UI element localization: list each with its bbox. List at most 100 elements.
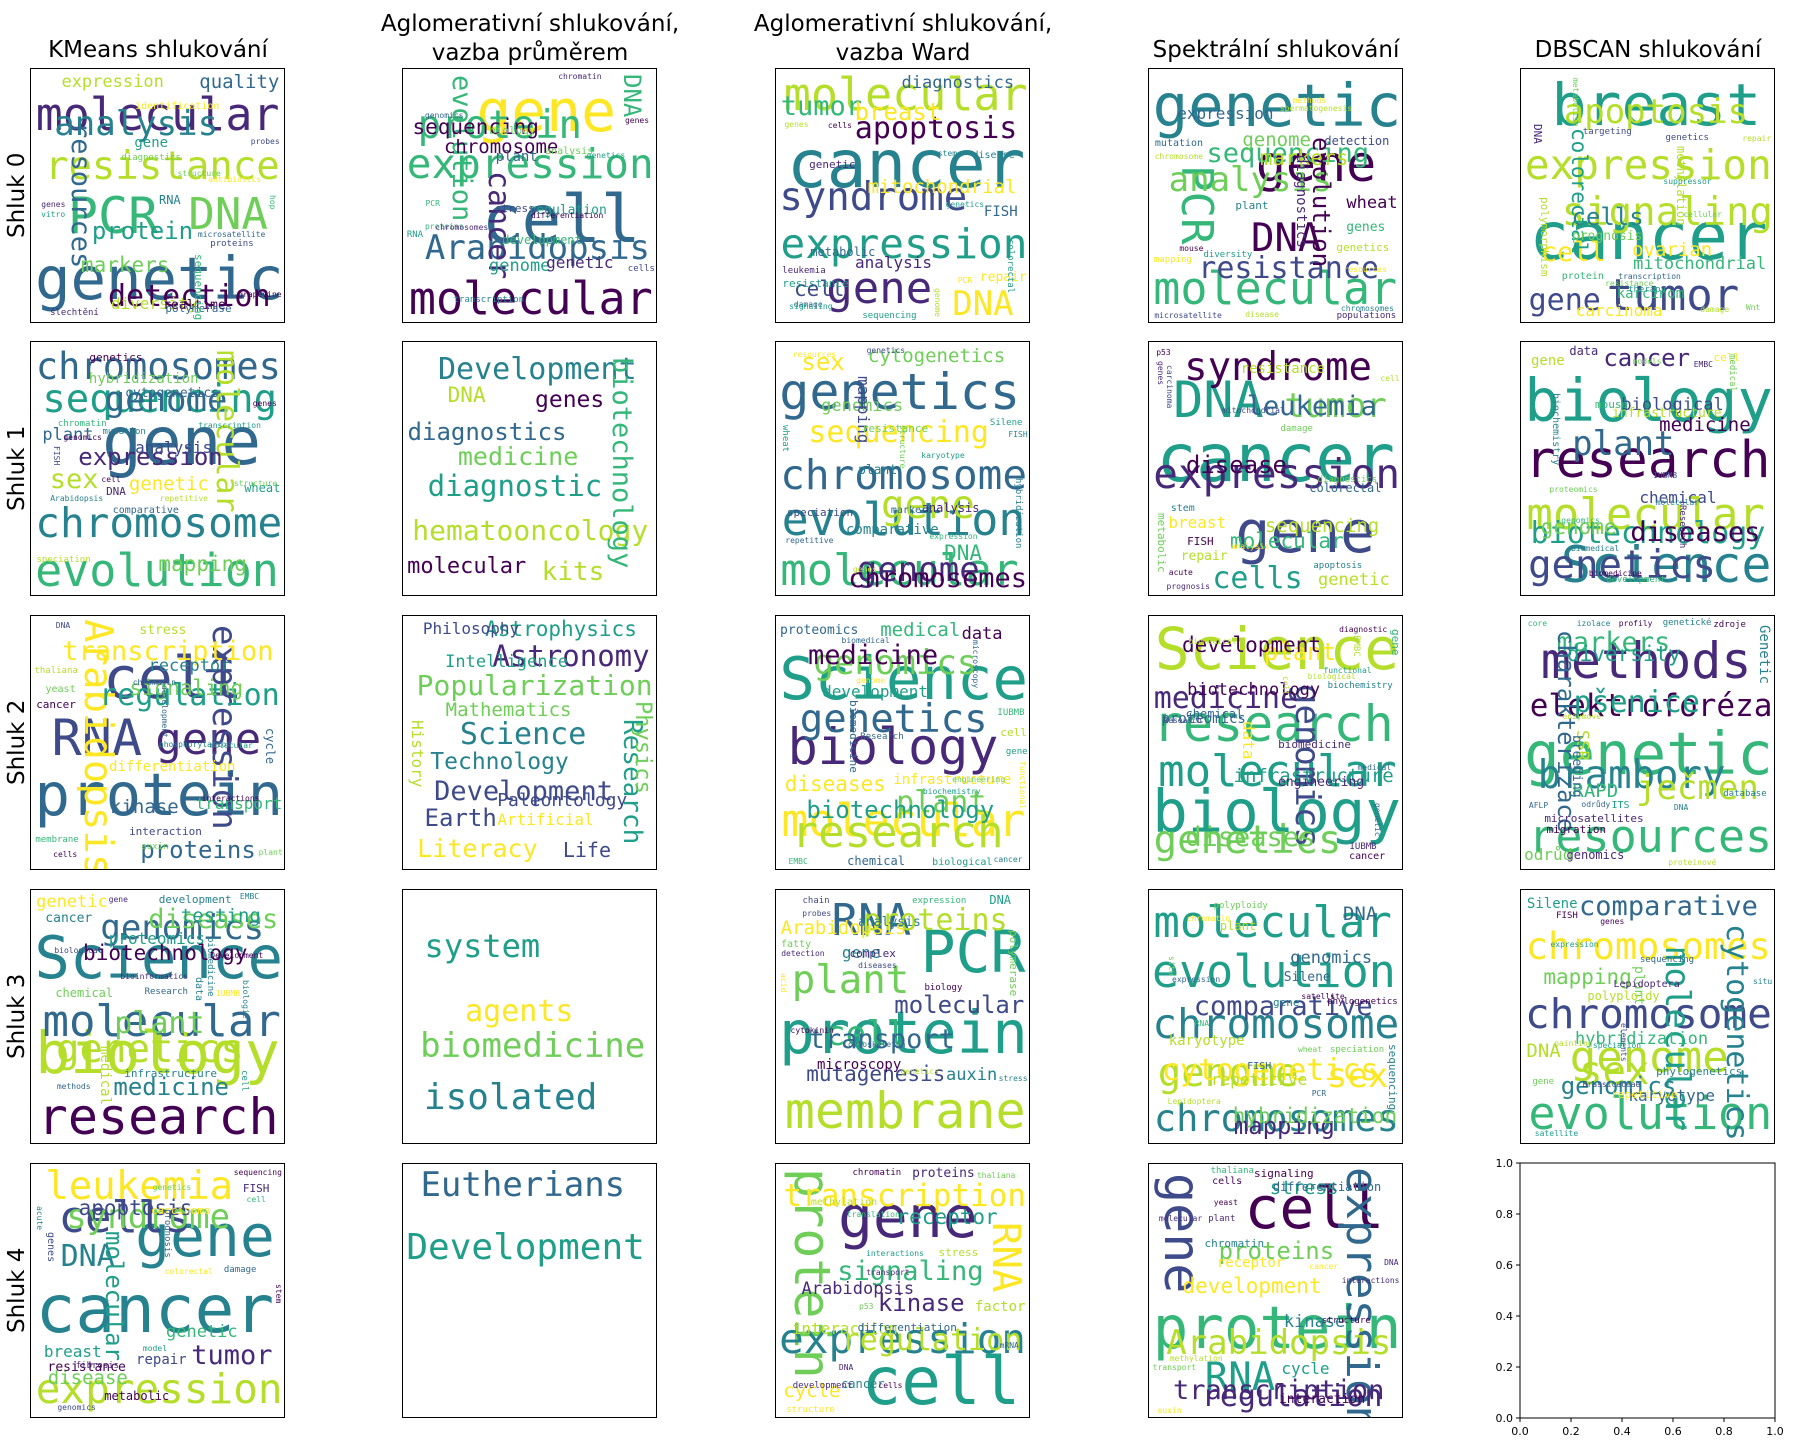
cloud-word: wheat: [779, 424, 790, 452]
cloud-word: FISH: [1247, 1060, 1272, 1072]
cloud-word: database: [1723, 788, 1767, 799]
cloud-word: interactions: [201, 794, 260, 803]
cloud-word: genes: [1600, 916, 1625, 926]
cloud-word: testing: [180, 905, 261, 928]
cloud-word: proteomics: [780, 622, 859, 638]
cloud-word: chromosomes: [848, 563, 1028, 595]
cloud-word: markers: [1259, 145, 1349, 170]
cloud-word: speciation: [1592, 1040, 1642, 1050]
cloud-word: stress: [998, 1074, 1028, 1084]
cloud-word: genetics: [945, 200, 985, 210]
cloud-word: medicine: [1153, 680, 1299, 716]
cloud-word: Science: [459, 717, 587, 753]
cloud-word: genome: [489, 256, 551, 277]
cloud-word: expression: [406, 140, 654, 189]
cloud-word: genomics: [424, 111, 464, 121]
cloud-word: infrastructure: [893, 772, 1012, 789]
cloud-word: resistance: [1605, 278, 1654, 288]
cloud-word: sequencing: [1639, 954, 1695, 965]
cloud-word: fibrosis: [75, 1360, 120, 1371]
cloud-word: medical: [880, 619, 961, 642]
cloud-word: biotechnology: [1187, 680, 1321, 701]
cloud-word: evolution: [1528, 1086, 1773, 1140]
cloud-word: diseases: [784, 772, 886, 796]
cloud-word: Lepidoptera: [1167, 1096, 1221, 1106]
cloud-word: proteins: [863, 902, 1008, 938]
cloud-word: FISH: [242, 1181, 270, 1195]
cloud-word: IUBMB: [1349, 842, 1377, 853]
cloud-word: situ: [1167, 955, 1177, 976]
cloud-word: molecular: [1655, 498, 1700, 508]
cloud-word: PCR: [920, 917, 1026, 986]
cloud-word: genes: [1155, 360, 1165, 385]
wordcloud-r1-c2: evolution chromosome genetics molecular gene…: [775, 341, 1030, 596]
cloud-word: methylation: [1169, 1353, 1223, 1363]
cloud-word: Science: [1154, 615, 1400, 684]
cloud-word: chromatin: [57, 419, 107, 430]
cloud-word: DNA: [1526, 1040, 1561, 1063]
cloud-word: genetics: [89, 351, 143, 365]
cloud-word: expression: [929, 531, 978, 541]
cloud-word: analysis: [921, 501, 980, 516]
y-tick-label: 0.0: [1496, 1412, 1514, 1425]
wordcloud-r3-c1: isolated biomedicine system agents: [402, 889, 657, 1144]
wordcloud-r1-c3: cancer gene DNA expression syndrome tumor cell…: [1148, 341, 1403, 596]
cloud-word: apoptosis: [854, 111, 1018, 147]
cloud-word: cell: [793, 276, 845, 301]
cloud-word: expression: [1550, 940, 1599, 950]
x-tick-label: 0.4: [1613, 1425, 1631, 1438]
cloud-word: microsatellite: [197, 230, 266, 240]
cloud-word: biomedical: [841, 636, 890, 646]
cloud-word: damage: [793, 300, 823, 310]
cloud-word: biotechnology: [806, 796, 995, 825]
cloud-word: genomics: [57, 1402, 96, 1412]
cloud-word: kits: [541, 556, 605, 587]
cloud-word: Silene: [1526, 896, 1578, 913]
cloud-word: p53: [859, 1302, 874, 1312]
cloud-word: cell: [101, 474, 121, 484]
cloud-word: DNA: [838, 1363, 854, 1373]
cloud-word: protein: [91, 216, 194, 245]
cloud-word: RNA: [1194, 1019, 1210, 1029]
cloud-word: IUBMB: [215, 988, 241, 998]
cloud-word: mRNA: [999, 1341, 1019, 1351]
cloud-word: probes: [250, 137, 280, 147]
cloud-word: molecular: [783, 68, 1028, 122]
cloud-word: evolution: [1152, 944, 1396, 998]
cloud-word: repetitive: [159, 493, 208, 503]
cloud-word: microscopy: [817, 1056, 902, 1073]
cloud-word: diseases: [1185, 821, 1316, 853]
cloud-word: genome: [1157, 1051, 1299, 1097]
cloud-word: chromosomes: [1525, 925, 1771, 969]
cloud-word: receptor: [148, 655, 231, 676]
cloud-word: polyploidy: [1213, 900, 1268, 911]
cloud-word: pšenice: [1573, 684, 1700, 720]
wordcloud-r3-c0: Science biology research molecular genetics g…: [30, 889, 285, 1144]
cloud-word: Life: [562, 837, 612, 862]
cloud-word: diversity: [1203, 249, 1253, 260]
cloud-word: interactions: [866, 1248, 924, 1258]
cloud-word: chromatin: [132, 677, 177, 687]
cloud-word: membrane: [784, 1081, 1026, 1140]
cloud-word: damage: [223, 1264, 257, 1275]
cloud-word: cells: [1212, 1175, 1243, 1187]
cloud-word: cancer: [36, 697, 76, 711]
cloud-word: FISH: [1008, 429, 1028, 439]
cloud-word: chromosome: [1525, 989, 1772, 1038]
x-tick-label: 0.0: [1511, 1425, 1529, 1438]
cloud-word: plant: [114, 1006, 205, 1042]
cloud-word: proteomics: [1549, 484, 1598, 494]
cloud-word: resistance: [1240, 360, 1325, 377]
cloud-word: leukemia: [782, 265, 826, 276]
cloud-word: plant: [1208, 1213, 1236, 1224]
cloud-word: engineering: [952, 774, 1006, 784]
cloud-word: proteins: [425, 221, 464, 231]
cloud-word: gene: [1005, 747, 1028, 758]
cloud-word: IUBMB: [1653, 471, 1678, 481]
cloud-word: acid: [779, 972, 789, 993]
cloud-word: transcription: [453, 294, 525, 305]
cloud-word: biology: [1524, 366, 1773, 435]
cloud-word: polymorphism: [1538, 196, 1552, 277]
cloud-word: molecular: [1153, 261, 1398, 315]
cloud-word: infrastructure: [1611, 405, 1722, 421]
